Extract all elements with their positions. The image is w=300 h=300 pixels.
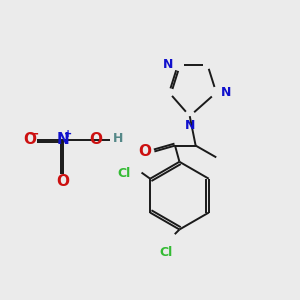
Text: −: − (28, 127, 39, 140)
Text: N: N (221, 86, 231, 99)
Text: +: + (64, 129, 73, 139)
Text: N: N (57, 132, 70, 147)
Text: Cl: Cl (118, 167, 131, 180)
Text: O: O (90, 132, 103, 147)
Text: Cl: Cl (160, 246, 173, 259)
Text: O: O (24, 132, 37, 147)
Text: O: O (139, 144, 152, 159)
Text: H: H (112, 132, 123, 145)
Text: O: O (57, 174, 70, 189)
Text: N: N (163, 58, 174, 71)
Text: N: N (184, 119, 195, 132)
